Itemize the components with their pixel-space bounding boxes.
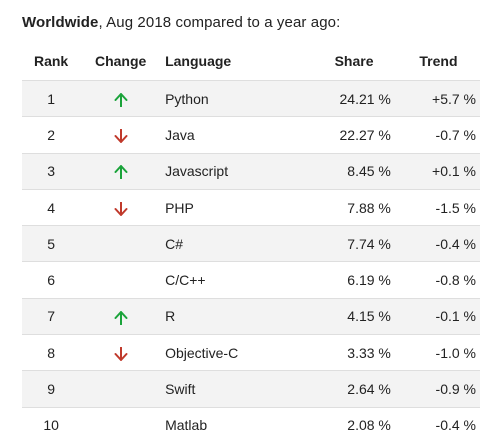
change-cell bbox=[80, 406, 162, 443]
trend-cell: -1.0 % bbox=[390, 334, 480, 371]
language-cell: Python bbox=[161, 79, 288, 117]
change-cell bbox=[80, 79, 162, 117]
language-cell: C# bbox=[161, 225, 288, 262]
share-cell: 6.19 % bbox=[287, 261, 391, 299]
share-cell: 4.15 % bbox=[287, 297, 391, 335]
column-header-change: Change bbox=[94, 53, 147, 69]
table-row: 6 C/C++ 6.19 % -0.8 % bbox=[22, 261, 480, 299]
table-row: 3 Javascript 8.45 % +0.1 % bbox=[22, 152, 480, 190]
column-header-rank: Rank bbox=[33, 53, 69, 69]
column-header-trend: Trend bbox=[419, 53, 458, 69]
table-row: 10 Matlab 2.08 % -0.4 % bbox=[22, 406, 480, 443]
share-cell: 7.88 % bbox=[287, 188, 391, 226]
arrow-down-icon bbox=[114, 129, 128, 144]
arrow-down-icon bbox=[114, 201, 128, 216]
rank-cell: 2 bbox=[22, 116, 81, 154]
trend-cell: +0.1 % bbox=[390, 152, 480, 190]
change-cell bbox=[80, 116, 162, 154]
language-cell: R bbox=[161, 297, 288, 335]
change-cell bbox=[80, 261, 162, 299]
rank-cell: 3 bbox=[22, 152, 81, 190]
language-cell: Matlab bbox=[161, 406, 288, 443]
change-cell bbox=[80, 370, 162, 408]
trend-cell: -0.4 % bbox=[390, 406, 480, 443]
change-cell bbox=[80, 297, 162, 335]
share-cell: 3.33 % bbox=[287, 334, 391, 371]
trend-cell: -0.9 % bbox=[390, 370, 480, 408]
rank-cell: 4 bbox=[22, 188, 81, 226]
rank-cell: 10 bbox=[22, 406, 81, 443]
column-header-language: Language bbox=[165, 53, 232, 69]
share-cell: 8.45 % bbox=[287, 152, 391, 190]
arrow-down-icon bbox=[114, 346, 128, 361]
column-header-share: Share bbox=[334, 53, 374, 69]
rank-cell: 8 bbox=[22, 334, 81, 371]
table-row: 9 Swift 2.64 % -0.9 % bbox=[22, 370, 480, 408]
share-cell: 24.21 % bbox=[287, 79, 391, 117]
language-cell: C/C++ bbox=[161, 261, 288, 299]
arrow-up-icon bbox=[114, 92, 128, 107]
language-cell: Swift bbox=[161, 370, 288, 408]
header-row: Rank Change Language Share Trend bbox=[22, 42, 480, 81]
trend-cell: -1.5 % bbox=[390, 188, 480, 226]
language-cell: Java bbox=[161, 116, 288, 154]
trend-cell: -0.8 % bbox=[390, 261, 480, 299]
rank-cell: 9 bbox=[22, 370, 81, 408]
trend-cell: -0.7 % bbox=[390, 116, 480, 154]
table-row: 8 Objective-C 3.33 % -1.0 % bbox=[22, 334, 480, 371]
change-cell bbox=[80, 334, 162, 371]
share-cell: 22.27 % bbox=[287, 116, 391, 154]
trend-cell: +5.7 % bbox=[390, 79, 480, 117]
rank-cell: 1 bbox=[22, 79, 81, 117]
language-cell: PHP bbox=[161, 188, 288, 226]
arrow-up-icon bbox=[114, 310, 128, 325]
title-subtitle: , Aug 2018 compared to a year ago: bbox=[98, 14, 341, 31]
table-header: Rank Change Language Share Trend bbox=[22, 42, 480, 81]
trend-cell: -0.4 % bbox=[390, 225, 480, 262]
language-ranking-table: Rank Change Language Share Trend 1 Python… bbox=[22, 42, 480, 443]
table-row: 1 Python 24.21 % +5.7 % bbox=[22, 79, 480, 117]
rank-cell: 7 bbox=[22, 297, 81, 335]
language-cell: Javascript bbox=[161, 152, 288, 190]
language-cell: Objective-C bbox=[161, 334, 288, 371]
change-cell bbox=[80, 152, 162, 190]
table-body: 1 Python 24.21 % +5.7 % 2 Java 22.27 % -0.7 % 3 J… bbox=[22, 79, 480, 443]
change-cell bbox=[80, 188, 162, 226]
share-cell: 2.08 % bbox=[287, 406, 391, 443]
rank-cell: 5 bbox=[22, 225, 81, 262]
rank-cell: 6 bbox=[22, 261, 81, 299]
table-row: 5 C# 7.74 % -0.4 % bbox=[22, 225, 480, 262]
table-row: 4 PHP 7.88 % -1.5 % bbox=[22, 188, 480, 226]
table-row: 2 Java 22.27 % -0.7 % bbox=[22, 116, 480, 154]
title-region: Worldwide bbox=[22, 14, 99, 31]
arrow-up-icon bbox=[114, 165, 128, 180]
table-row: 7 R 4.15 % -0.1 % bbox=[22, 297, 480, 335]
share-cell: 2.64 % bbox=[287, 370, 391, 408]
change-cell bbox=[80, 225, 162, 262]
page-title: Worldwide, Aug 2018 compared to a year a… bbox=[22, 14, 340, 31]
trend-cell: -0.1 % bbox=[390, 297, 480, 335]
share-cell: 7.74 % bbox=[287, 225, 391, 262]
